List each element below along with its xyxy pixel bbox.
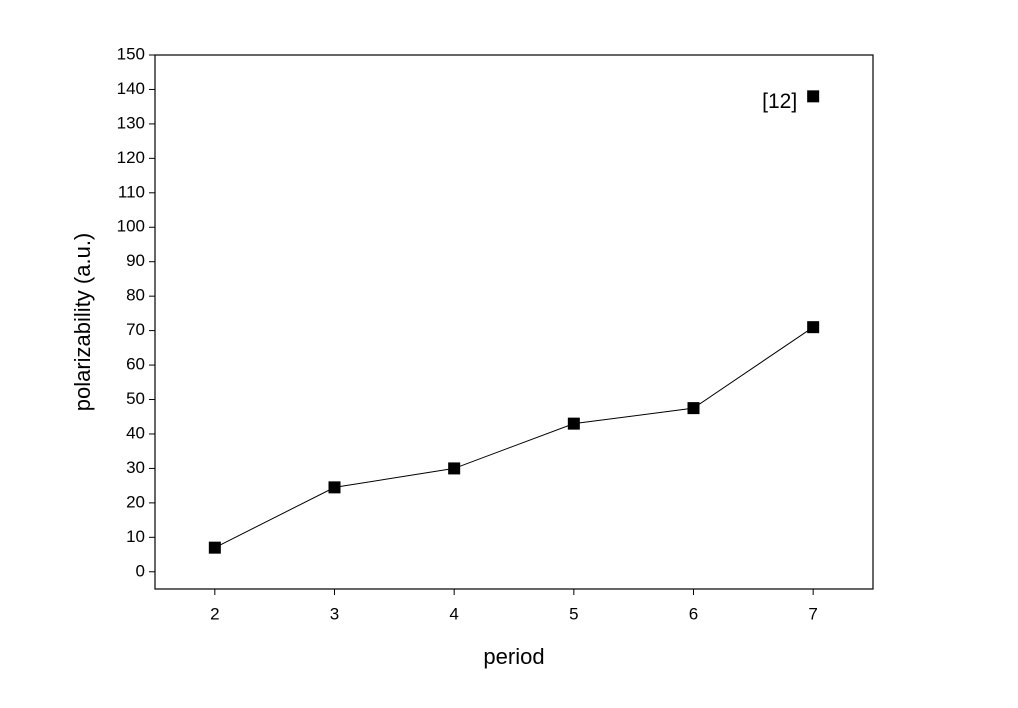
y-tick-label: 90 [126,251,145,270]
marker [448,462,461,475]
x-tick-label: 6 [689,604,698,623]
y-tick-label: 20 [126,492,145,511]
y-tick-label: 100 [117,217,145,236]
marker [807,90,820,103]
y-tick-label: 80 [126,286,145,305]
plot-frame [154,54,874,590]
y-axis-title: polarizability (a.u.) [70,233,95,412]
marker [328,481,341,494]
x-tick-label: 2 [210,604,219,623]
y-tick-label: 150 [117,44,145,63]
x-axis-title: period [483,644,544,669]
marker [687,402,700,415]
x-tick-label: 5 [569,604,578,623]
y-tick-label: 120 [117,148,145,167]
y-tick-label: 130 [117,113,145,132]
y-tick-label: 110 [118,182,145,201]
y-tick-label: 0 [136,561,145,580]
marker [807,321,820,334]
y-tick-label: 50 [126,389,145,408]
x-tick-label: 4 [449,604,458,623]
y-tick-label: 140 [117,79,145,98]
x-tick-label: 7 [808,604,817,623]
y-tick-label: 60 [126,355,145,374]
marker [208,541,221,554]
x-tick-label: 3 [330,604,339,623]
y-tick-label: 40 [126,423,145,442]
marker [567,417,580,430]
y-tick-label: 70 [126,320,145,339]
y-tick-label: 30 [126,458,145,477]
series-line [214,326,814,549]
y-tick-label: 10 [126,527,145,546]
point-label: [12] [762,90,797,113]
